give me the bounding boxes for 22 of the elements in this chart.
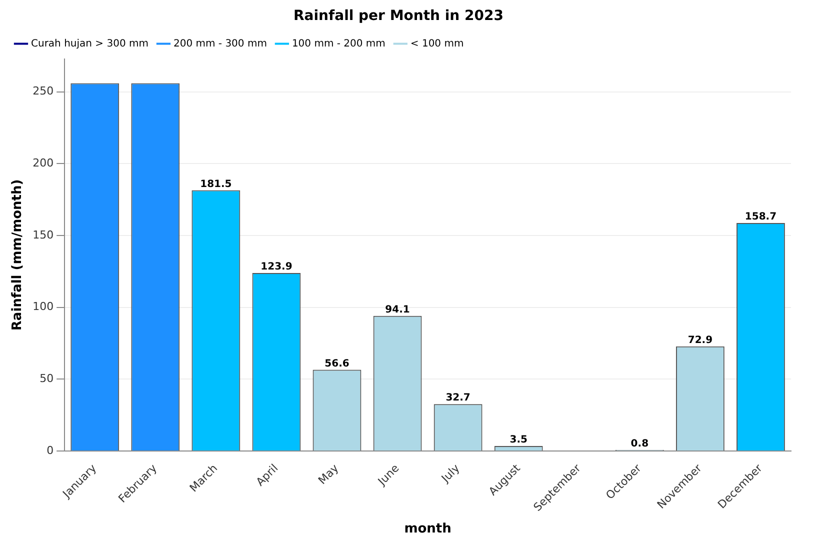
y-tick-label: 200 — [32, 156, 54, 170]
data-label: 3.5 — [510, 434, 528, 446]
legend-label: 100 mm - 200 mm — [292, 38, 386, 50]
data-label: 32.7 — [446, 392, 470, 404]
y-tick-label: 100 — [32, 300, 54, 314]
data-label: 181.5 — [200, 178, 232, 190]
data-label: 56.6 — [324, 358, 350, 370]
y-axis-title: Rainfall (mm/month) — [10, 179, 26, 331]
data-label: 72.9 — [688, 334, 713, 346]
y-tick-label: 150 — [32, 228, 54, 242]
y-tick-label: 250 — [32, 84, 54, 98]
data-label: 158.7 — [744, 212, 777, 223]
legend-label: 200 mm - 300 mm — [173, 38, 267, 50]
legend-label: Curah hujan > 300 mm — [31, 38, 148, 50]
data-label: 94.1 — [385, 304, 410, 316]
data-label: 0.8 — [630, 438, 649, 450]
data-label: 123.9 — [260, 262, 292, 273]
chart-title: Rainfall per Month in 2023 — [294, 8, 504, 24]
legend-label: < 100 mm — [410, 38, 464, 50]
y-tick-label: 0 — [46, 444, 54, 457]
y-tick-label: 50 — [40, 372, 54, 386]
x-axis-title: month — [404, 522, 452, 537]
